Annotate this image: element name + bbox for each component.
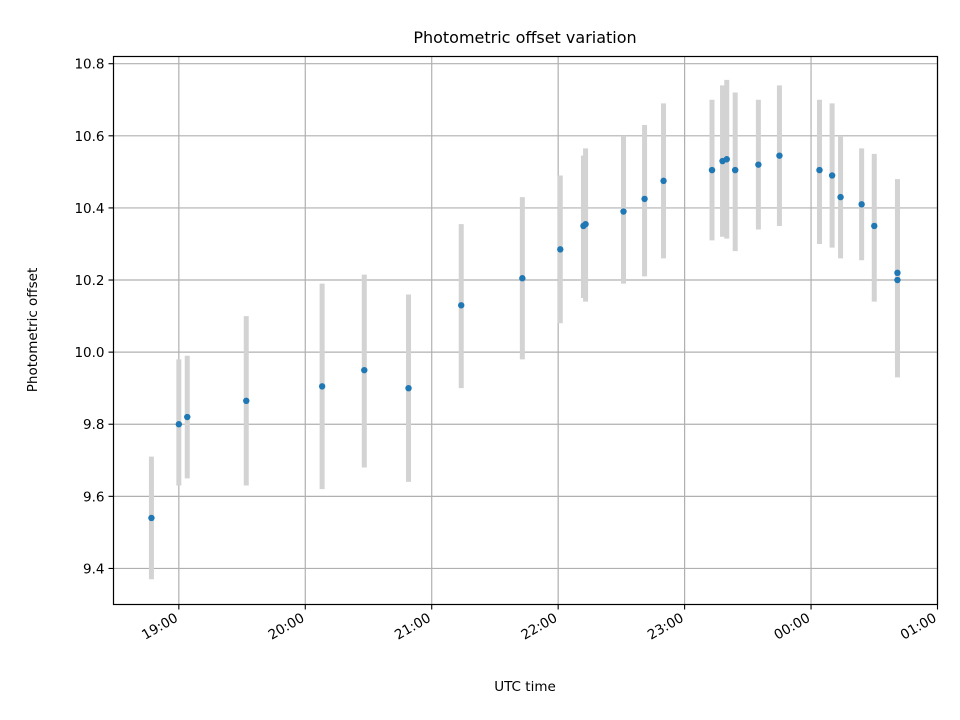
x-tick-label: 20:00: [266, 610, 308, 643]
data-point: [816, 166, 823, 174]
plot-frame: [112, 55, 939, 606]
data-point: [458, 302, 465, 309]
y-tick-label: 10.8: [74, 57, 104, 73]
y-tick-label: 9.6: [83, 489, 104, 505]
data-point: [837, 193, 844, 201]
x-axis-label: UTC time: [494, 679, 556, 695]
grid-lines: [113, 56, 939, 605]
data-point: [641, 195, 648, 203]
y-tick-label: 10.0: [74, 345, 104, 361]
data-point: [519, 275, 526, 282]
data-point: [858, 201, 865, 208]
data-point: [776, 152, 783, 159]
data-point: [731, 166, 739, 174]
y-tick-label: 10.6: [74, 129, 104, 145]
data-point: [755, 161, 762, 168]
data-point: [243, 397, 250, 405]
data-point: [620, 208, 627, 215]
data-point: [175, 421, 183, 428]
data-point: [318, 383, 326, 390]
data-point: [894, 269, 901, 277]
y-axis-ticks: 9.4 9.6 9.8 10.0 10.2 10.4 10.6 10.8: [74, 57, 114, 577]
y-tick-label: 10.4: [74, 201, 104, 217]
data-point: [148, 514, 155, 522]
data-point: [405, 384, 412, 392]
x-tick-label: 00:00: [771, 610, 813, 643]
x-tick-label: 23:00: [645, 610, 687, 643]
data-point: [582, 220, 589, 228]
x-tick-label: 21:00: [392, 610, 434, 643]
y-tick-label: 10.2: [74, 273, 104, 289]
x-tick-label: 22:00: [518, 610, 560, 643]
data-point: [184, 413, 191, 421]
error-bars: [148, 79, 900, 580]
y-axis-label: Photometric offset: [25, 268, 41, 392]
y-tick-label: 9.4: [83, 561, 104, 577]
x-tick-label: 01:00: [898, 610, 940, 643]
data-point: [871, 222, 878, 230]
data-point: [557, 246, 564, 253]
data-point: [660, 177, 667, 185]
data-point: [361, 366, 368, 374]
data-point: [894, 276, 901, 284]
data-point: [723, 156, 730, 163]
chart-title: Photometric offset variation: [413, 28, 636, 47]
x-axis-ticks: 19:00 20:00 21:00 22:00 23:00 00:00 01:00: [139, 604, 940, 643]
data-points: [148, 152, 901, 522]
data-point: [708, 166, 716, 174]
y-tick-label: 9.8: [83, 417, 104, 433]
x-tick-label: 19:00: [139, 610, 181, 643]
data-point: [828, 172, 836, 179]
